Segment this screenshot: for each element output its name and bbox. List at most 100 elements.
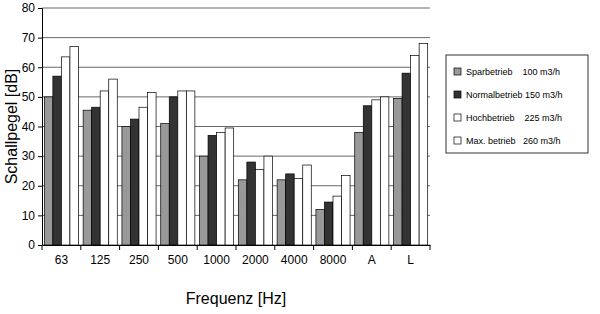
grid-line [42, 67, 430, 68]
series [61, 55, 419, 245]
bar [372, 100, 381, 245]
separator [42, 245, 43, 250]
bar [83, 110, 92, 245]
x-axis: 63 125 250 500 1000 2000 4000 8000 A L [43, 245, 431, 267]
tick-label: 60 [22, 61, 36, 75]
bar [342, 175, 351, 245]
separator [119, 245, 120, 250]
tick-mark [38, 186, 42, 187]
bar [394, 98, 403, 245]
bar [130, 119, 139, 245]
bar [380, 97, 389, 245]
grid-line [42, 8, 430, 9]
legend-swatch [454, 114, 461, 121]
bar [333, 196, 342, 245]
bar [294, 178, 303, 245]
tick-label: L [407, 253, 414, 267]
tick-label: 8000 [320, 253, 347, 267]
tick: 500 [168, 245, 188, 267]
tick: 60 [22, 61, 42, 75]
tick: L [407, 245, 414, 267]
tick-label: 2000 [242, 253, 269, 267]
bar [324, 202, 333, 245]
separators [42, 245, 430, 250]
plot: 0102030405060708063125250500100020004000… [22, 1, 431, 266]
bar [411, 55, 420, 245]
bar [70, 47, 79, 245]
bar [44, 97, 53, 245]
bar [277, 180, 286, 245]
tick-mark [38, 38, 42, 39]
legend-swatch [454, 91, 461, 98]
bar [139, 107, 148, 245]
separator [313, 245, 314, 250]
tick-label: 4000 [281, 253, 308, 267]
bar [161, 124, 170, 245]
bar [363, 106, 372, 245]
bar [286, 174, 295, 245]
x-title: Frequenz [Hz] [186, 290, 286, 307]
tick-label: 1000 [203, 253, 230, 267]
series [44, 97, 402, 245]
tick-mark [38, 8, 42, 9]
bar [208, 135, 217, 245]
bar [402, 73, 411, 245]
tick-label: 10 [22, 209, 36, 223]
tick: 50 [22, 90, 42, 104]
legend-box [446, 55, 588, 153]
separator [80, 245, 81, 250]
tick: 80 [22, 1, 42, 15]
separator [236, 245, 237, 250]
bar [186, 91, 195, 245]
tick-label: A [368, 253, 376, 267]
bar [100, 91, 109, 245]
tick: 1000 [203, 245, 230, 267]
tick: 125 [90, 245, 110, 267]
bar [200, 156, 209, 245]
tick: 0 [28, 238, 42, 252]
tick-label: 63 [55, 253, 69, 267]
legend-label: Normalbetrieb 150 m3/h [466, 90, 563, 100]
tick: 4000 [281, 245, 308, 267]
separator [352, 245, 353, 250]
bar [247, 162, 256, 245]
legend-swatch [454, 68, 461, 75]
bar [122, 127, 131, 246]
legend-label: Max. betrieb 260 m3/h [466, 136, 561, 146]
tick-label: 250 [129, 253, 149, 267]
bar [109, 79, 118, 245]
tick: 20 [22, 179, 42, 193]
legend-label: Sparbetrieb 100 m3/h [466, 67, 560, 77]
bar [264, 156, 273, 245]
legend-label: Hochbetrieb 225 m3/h [466, 113, 562, 123]
series [70, 44, 428, 245]
tick-label: 40 [22, 120, 36, 134]
legend: Sparbetrieb 100 m3/h Normalbetrieb 150 m3… [446, 55, 588, 153]
bar [303, 165, 312, 245]
series [53, 73, 411, 245]
tick: 8000 [320, 245, 347, 267]
tick-label: 0 [28, 238, 35, 252]
axis-line [38, 9, 43, 246]
tick: 2000 [242, 245, 269, 267]
tick-mark [38, 127, 42, 128]
tick: A [368, 245, 376, 267]
bar [419, 44, 428, 245]
bar [148, 92, 157, 245]
tick: 250 [129, 245, 149, 267]
tick-mark [38, 215, 42, 216]
tick: 70 [22, 31, 42, 45]
separator [430, 245, 431, 250]
bars [44, 44, 427, 245]
separator [158, 245, 159, 250]
bar [225, 128, 234, 245]
chart: 0102030405060708063125250500100020004000… [0, 0, 600, 314]
tick-label: 80 [22, 1, 36, 15]
tick-mark [38, 67, 42, 68]
tick-mark [38, 156, 42, 157]
bar [169, 97, 178, 245]
separator [197, 245, 198, 250]
bar [316, 209, 325, 245]
tick-label: 70 [22, 31, 36, 45]
grid [42, 8, 430, 245]
